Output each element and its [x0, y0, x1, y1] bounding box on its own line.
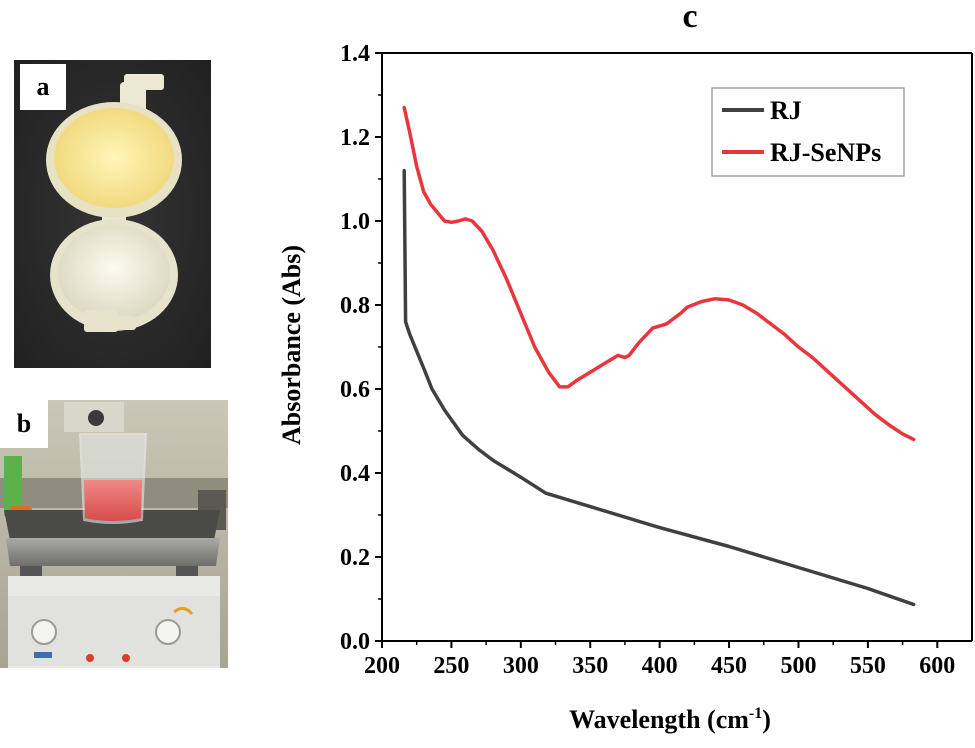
y-tick-label: 1.2 — [340, 125, 370, 151]
y-tick-label: 0.6 — [340, 377, 370, 403]
series-line-rj — [402, 168, 916, 607]
x-tick-label: 450 — [711, 653, 747, 679]
y-tick-label: 0.0 — [340, 629, 370, 655]
x-tick-label: 200 — [364, 653, 400, 679]
y-tick-label: 0.2 — [340, 545, 370, 571]
chart-title: c — [682, 0, 697, 35]
x-tick-label: 350 — [572, 653, 608, 679]
series-line-rj-senps — [402, 105, 916, 442]
y-tick-label: 1.4 — [340, 41, 370, 67]
x-axis-label: Wavelength (cm-1) — [569, 705, 771, 734]
y-tick-label: 0.8 — [340, 293, 370, 319]
legend-box — [711, 87, 905, 177]
y-tick-label: 0.4 — [340, 461, 370, 487]
photo-panel-b: b — [0, 400, 228, 668]
y-axis-label: Absorbance (Abs) — [277, 245, 306, 445]
panel-label-b: b — [0, 400, 48, 448]
x-tick-label: 500 — [780, 653, 816, 679]
x-tick-label: 550 — [850, 653, 886, 679]
x-tick-label: 600 — [919, 653, 955, 679]
x-tick-label: 400 — [642, 653, 678, 679]
legend-label-rj: RJ — [770, 96, 802, 125]
x-tick-label: 250 — [433, 653, 469, 679]
filter-holder-illustration — [14, 60, 211, 368]
legend-label-rj-senps: RJ-SeNPs — [770, 138, 881, 167]
x-tick-label: 300 — [503, 653, 539, 679]
panel-label-a: a — [20, 64, 66, 110]
y-tick-label: 1.0 — [340, 209, 370, 235]
photo-panel-a: a — [14, 60, 211, 368]
